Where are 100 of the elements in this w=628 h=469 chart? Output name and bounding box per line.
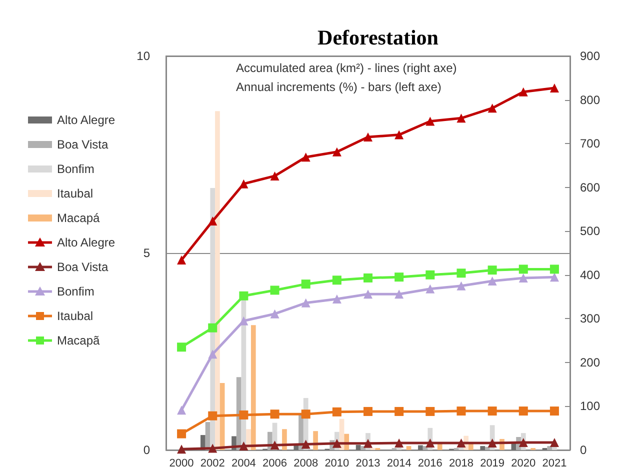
chart-title: Deforestation: [318, 26, 439, 50]
legend-label: Bonfim: [57, 284, 94, 298]
legend-label: Boa Vista: [57, 260, 108, 274]
point: [550, 406, 559, 416]
point: [270, 410, 280, 419]
point: [301, 280, 310, 289]
point: [177, 342, 186, 352]
point: [332, 438, 342, 448]
y2-tick-label: 500: [580, 224, 600, 238]
point: [518, 438, 528, 448]
point: [332, 407, 342, 416]
point: [550, 438, 559, 448]
y-tick-label: 0: [143, 443, 150, 457]
x-tick-label: 2013: [356, 458, 380, 469]
point: [208, 350, 218, 359]
annotation: Accumulated area (km²) - lines (right axe): [236, 61, 457, 75]
point: [239, 291, 248, 300]
point: [394, 438, 404, 448]
point: [364, 273, 372, 282]
bar: [480, 446, 486, 450]
x-tick-label: 2018: [448, 458, 474, 469]
point: [426, 438, 435, 448]
y2-tick-label: 900: [580, 49, 600, 63]
point: [550, 272, 559, 282]
y2-tick-label: 300: [580, 312, 600, 326]
legend-label: Macapá: [57, 211, 100, 225]
x-tick-label: 2019: [480, 458, 505, 469]
y2-tick-label: 700: [580, 136, 600, 151]
point: [208, 216, 218, 226]
y-tick-label: 5: [143, 246, 150, 260]
legend-label: Alto Alegre: [57, 113, 116, 127]
y2-tick-label: 400: [580, 268, 600, 282]
point: [177, 429, 186, 438]
point: [394, 290, 404, 299]
point: [488, 438, 497, 448]
point: [208, 444, 218, 453]
point: [518, 264, 528, 274]
bar: [215, 111, 220, 450]
point: [550, 83, 559, 92]
point: [301, 152, 310, 162]
bar: [418, 445, 423, 450]
x-tick-label: 2002: [200, 458, 225, 469]
point: [488, 406, 497, 416]
point: [364, 406, 372, 416]
point: [332, 276, 342, 285]
point: [456, 268, 466, 278]
x-tick-label: 2020: [511, 458, 536, 469]
point: [208, 411, 218, 420]
y2-tick-label: 600: [580, 180, 600, 194]
bar: [547, 446, 552, 450]
y2-tick-label: 100: [580, 399, 600, 414]
legend-label: Boa Vista: [57, 138, 108, 152]
legend-label: Bonfim: [57, 162, 94, 176]
point: [426, 284, 435, 294]
annotation: Annual increments (%) - bars (left axe): [236, 80, 442, 94]
x-tick-label: 2004: [231, 458, 256, 469]
point: [239, 442, 248, 451]
point: [426, 406, 435, 416]
point: [550, 264, 559, 274]
y2-tick-label: 0: [580, 443, 587, 457]
point: [518, 273, 528, 282]
point: [456, 406, 466, 416]
point: [270, 171, 280, 180]
y-tick-label: 10: [136, 49, 150, 63]
point: [301, 298, 310, 308]
legend-label: Itaubal: [57, 309, 94, 323]
point: [456, 438, 466, 448]
bar: [437, 443, 442, 450]
point: [394, 272, 404, 282]
point: [332, 147, 342, 156]
point: [364, 132, 372, 142]
point: [208, 323, 218, 332]
point: [488, 276, 497, 286]
legend-label: Itaubal: [57, 186, 94, 200]
x-tick-label: 2021: [542, 458, 567, 469]
point: [488, 104, 497, 113]
point: [394, 406, 404, 416]
point: [518, 406, 528, 416]
point: [364, 438, 372, 448]
bar: [485, 446, 490, 450]
bar: [406, 446, 412, 450]
point: [301, 440, 310, 449]
point: [394, 130, 404, 140]
x-tick-label: 2016: [418, 458, 442, 469]
legend-label: Alto Alegre: [57, 236, 116, 250]
point: [456, 281, 466, 290]
point: [332, 294, 342, 304]
x-tick-label: 2006: [262, 458, 288, 469]
point: [364, 290, 372, 299]
bar: [250, 325, 256, 450]
point: [177, 406, 186, 415]
x-tick-label: 2010: [324, 458, 350, 469]
bar: [356, 444, 361, 450]
point: [270, 309, 280, 318]
y2-tick-label: 800: [580, 92, 600, 107]
point: [426, 270, 435, 280]
y2-tick-label: 200: [580, 355, 600, 370]
point: [518, 87, 528, 96]
legend-label: Macapã: [57, 334, 100, 348]
point: [177, 256, 186, 265]
